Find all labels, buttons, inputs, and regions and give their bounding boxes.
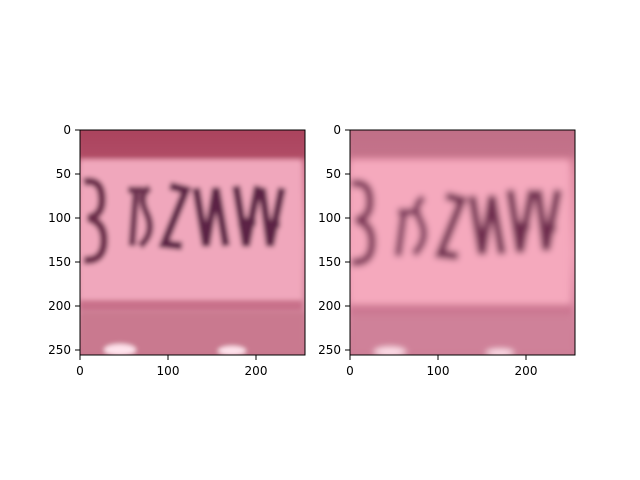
left-x-tick-marks: [79, 355, 257, 360]
left-y-tick-label: 150: [48, 255, 71, 269]
left-y-tick-label: 250: [48, 343, 71, 357]
left-y-tick-label: 0: [63, 123, 71, 137]
right-y-tick-label: 200: [318, 299, 341, 313]
left-x-tick-label: 100: [157, 364, 180, 378]
right-axes-frame: [349, 129, 576, 356]
right-x-tick-label: 100: [427, 364, 450, 378]
right-x-tick-label: 200: [515, 364, 538, 378]
left-axes-frame: [79, 129, 306, 356]
left-y-tick-label: 200: [48, 299, 71, 313]
left-y-tick-label: 100: [48, 211, 71, 225]
right-y-tick-label: 0: [333, 123, 341, 137]
left-x-tick-label: 200: [245, 364, 268, 378]
left-y-tick-marks: [75, 129, 80, 351]
right-x-tick-label: 0: [346, 364, 354, 378]
right-y-tick-marks: [345, 129, 350, 351]
right-y-tick-label: 250: [318, 343, 341, 357]
right-y-tick-label: 150: [318, 255, 341, 269]
left-x-tick-label: 0: [76, 364, 84, 378]
left-y-tick-label: 50: [56, 167, 71, 181]
left-plate-image: [80, 130, 305, 355]
right-y-tick-label: 100: [318, 211, 341, 225]
right-x-tick-marks: [349, 355, 527, 360]
right-plate-image: [350, 130, 575, 355]
right-y-tick-label: 50: [326, 167, 341, 181]
